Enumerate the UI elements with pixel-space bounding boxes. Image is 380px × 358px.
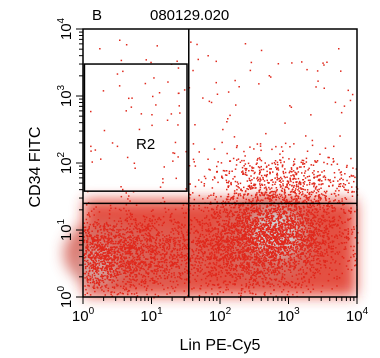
density-layer — [63, 39, 359, 299]
population-1 — [83, 178, 275, 299]
chart-title: 080129.020 — [150, 7, 229, 24]
x-tick-label: 101 — [140, 306, 163, 325]
y-tick-label: 101 — [56, 218, 75, 241]
y-tick-label: 102 — [56, 151, 75, 174]
x-axis-title: Lin PE-Cy5 — [180, 337, 261, 354]
population-3 — [160, 143, 359, 237]
sparse-events — [90, 39, 354, 199]
ticks-layer: 100 101 102 103 104 100 101 102 103 104 — [56, 17, 369, 325]
population-0 — [83, 190, 200, 299]
y-tick-label: 103 — [56, 84, 75, 107]
gate-layer — [83, 29, 357, 297]
y-tick-label: 100 — [56, 285, 75, 308]
gate-label-r2: R2 — [136, 136, 155, 153]
x-tick-label: 103 — [277, 306, 300, 325]
y-tick-label: 104 — [56, 17, 75, 40]
x-tick-label: 102 — [209, 306, 232, 325]
gate-r2 — [83, 63, 188, 192]
x-tick-label: 100 — [72, 306, 95, 325]
y-axis-title: CD34 FITC — [27, 127, 44, 208]
x-tick-label: 104 — [346, 306, 369, 325]
panel-label: B — [92, 7, 102, 24]
population-4 — [138, 178, 358, 299]
